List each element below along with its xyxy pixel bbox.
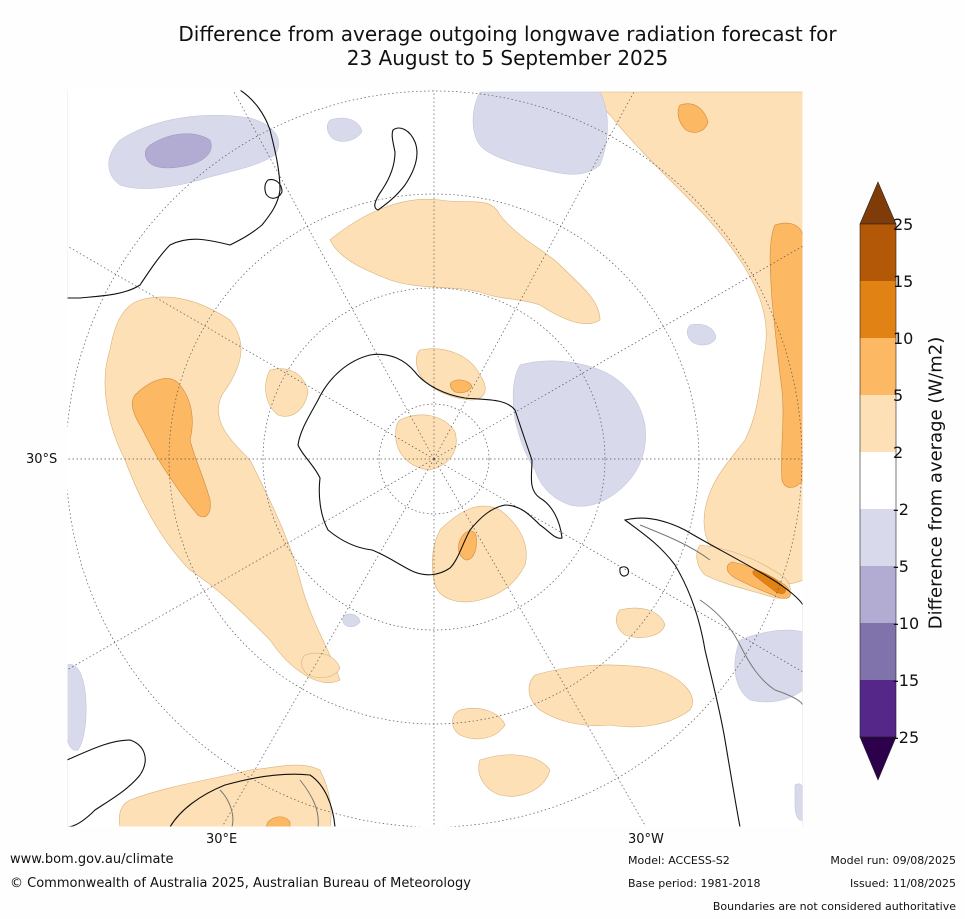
colorbar-tick-label: -25 (893, 728, 920, 747)
coastline-africa (67, 739, 336, 827)
anomaly-neg-region-patagonia (734, 629, 803, 703)
colorbar-title: Difference from average (W/m2) (925, 336, 947, 630)
colorbar-tick-label: 25 (893, 215, 914, 234)
meridian-120w (433, 245, 803, 460)
colorbar-band-neg25-neg15 (860, 680, 896, 737)
coastline-australia (67, 90, 281, 299)
copyright-text: © Commonwealth of Australia 2025, Austra… (10, 876, 471, 891)
coastline-south-georgia (619, 566, 629, 577)
colorbar-outline (859, 223, 897, 738)
boundary-south-america (699, 599, 803, 706)
base-period-text: Base period: 1981-2018 (628, 877, 761, 890)
meridian-30w (433, 458, 647, 827)
meridian-120e (67, 245, 435, 460)
issued-text: Issued: 11/08/2025 (849, 877, 956, 890)
colorbar-tick-label: -10 (893, 614, 920, 633)
colorbar-band-neg15-neg10 (860, 623, 896, 680)
map-title: Difference from average outgoing longwav… (100, 22, 915, 70)
colorbar-tick-label: -15 (893, 671, 920, 690)
colorbar-band-15-25 (860, 224, 896, 281)
latitude-label-30s: 30°S (26, 452, 58, 467)
colorbar-band-5-10 (860, 338, 896, 395)
anomaly-10-to-15-regions (752, 569, 786, 594)
anomaly-neg-region-tasman-north (327, 117, 363, 142)
anomaly-neg-region-west-edge (67, 664, 87, 751)
map-area (67, 90, 803, 827)
anomaly-strong-region-weddell (458, 530, 477, 561)
colorbar-tick-label: 10 (893, 329, 914, 348)
anomaly-region-atlantic-east (478, 754, 551, 797)
longitude-meridians (67, 90, 803, 827)
anomaly-region-south-pacific-north (329, 198, 601, 324)
disclaimer-text: Boundaries are not considered authoritat… (712, 900, 956, 913)
coastlines (67, 90, 803, 827)
model-run-text: Model run: 09/08/2025 (830, 854, 956, 867)
boundary-south-america-2 (639, 524, 711, 561)
anomaly-very-strong-region-south-america (752, 569, 786, 594)
colorbar-band-neg5-neg2 (860, 509, 896, 566)
colorbar-extend-low (859, 736, 897, 781)
anomaly-region-indian-east (265, 368, 309, 417)
longitude-label-30w: 30°W (628, 832, 664, 847)
latitude-circle-60s (262, 287, 606, 631)
anomaly-neg-region-se-corner (794, 783, 803, 821)
anomaly-strong-region-africa (265, 816, 291, 827)
map-frame (66, 89, 804, 828)
anomaly-neg-strong-region-tasman (144, 133, 212, 169)
website-link[interactable]: www.bom.gov.au/climate (10, 852, 174, 867)
longitude-label-30e: 30°E (206, 832, 238, 847)
boundary-africa (219, 779, 319, 827)
country-boundaries (219, 524, 803, 827)
anomaly-region-patch-1 (616, 607, 666, 638)
anomaly-region-pole (395, 414, 457, 471)
colorbar-band-10-15 (860, 281, 896, 338)
model-text: Model: ACCESS-S2 (628, 854, 730, 867)
colorbar-tick-label: 2 (893, 443, 904, 462)
coastline-south-america (623, 517, 803, 827)
title-line-1: Difference from average outgoing longwav… (178, 22, 837, 46)
anomaly-neg-5-to-neg-10-regions (144, 133, 212, 169)
colorbar-tick-label: 5 (893, 386, 904, 405)
anomaly-5-to-10-regions (131, 103, 803, 827)
colorbar-tick-label: -5 (893, 557, 909, 576)
colorbar-band-neg10-neg5 (860, 566, 896, 623)
colorbar-band-2-5 (860, 395, 896, 452)
anomaly-region-atlantic-small (452, 708, 506, 740)
title-line-2: 23 August to 5 September 2025 (346, 46, 669, 70)
colorbar (859, 181, 897, 781)
anomaly-neg-region-atlantic-patch (342, 613, 361, 627)
coastline-new-zealand (374, 127, 418, 211)
meridian-30e (221, 458, 435, 827)
anomaly-strong-region-east-pacific-north (677, 103, 709, 133)
anomaly-strong-region-ross (450, 379, 473, 394)
meridian-60w (433, 458, 803, 673)
coastline-tasmania (264, 179, 283, 199)
coastline-antarctica (297, 353, 563, 576)
anomaly-region-south-atlantic (528, 664, 693, 728)
anomaly-strong-region-indian-ocean (131, 378, 211, 518)
anomaly-neg-region-pacific-sector (512, 360, 646, 507)
colorbar-band-neg2-2 (860, 452, 896, 509)
colorbar-tick-label: -2 (893, 500, 909, 519)
anomaly-neg-region-pacific-patch (687, 324, 717, 346)
colorbar-tick-label: 15 (893, 272, 914, 291)
anomaly-neg-2-to-neg-5-regions (67, 91, 803, 821)
anomaly-neg-region-south-pacific (472, 91, 608, 175)
latitude-circle-75s (378, 403, 490, 515)
colorbar-extend-high (859, 181, 897, 225)
meridian-60e (67, 458, 435, 671)
